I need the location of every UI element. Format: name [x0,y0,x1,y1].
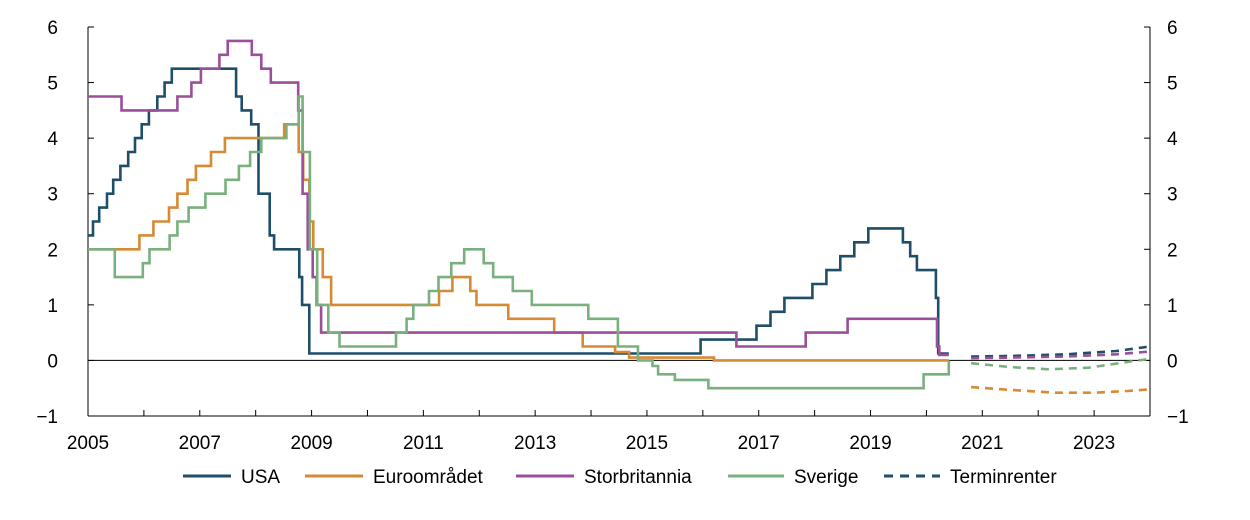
x-tick-label: 2007 [179,433,221,454]
legend-label-usa: USA [241,467,280,488]
x-tick-label: 2005 [67,433,109,454]
y-tick-label-right: 1 [1167,296,1178,317]
axes-layer: −1 −1 0 0 1 1 2 2 3 3 4 4 5 5 6 6 2005 2007 2009 2011 2013 20… [36,18,1188,454]
legend-label-storbritannia: Storbritannia [584,467,692,488]
y-tick-label-left: 6 [47,18,58,39]
series-line-usa [88,67,949,355]
legend-label-terminrenter: Terminrenter [950,467,1057,488]
x-tick-label: 2019 [849,433,891,454]
x-tick-label: 2009 [290,433,332,454]
y-tick-label-left: 0 [47,351,58,372]
forward-rate-line [971,350,1151,360]
x-tick-label: 2011 [403,433,444,454]
x-tick-label: 2015 [626,433,668,454]
y-tick-label-right: 0 [1167,351,1178,372]
x-tick-label: 2023 [1073,433,1115,454]
y-tick-label-left: 5 [47,74,58,95]
y-tick-label-left: 4 [47,129,58,150]
series-line-storbritannia [88,39,949,357]
forward-rate-line [971,345,1151,358]
y-tick-label-left: −1 [36,407,58,428]
forward-rate-line [971,385,1151,394]
forward-rate-line [970,357,1151,371]
y-tick-label-right: 4 [1167,129,1178,150]
series-layer [88,39,1151,394]
legend: USA Euroområdet Storbritannia Sverige Termin… [183,467,1057,488]
y-tick-label-left: 1 [47,296,58,317]
x-tick-label: 2017 [738,433,780,454]
y-tick-label-right: 5 [1167,74,1178,95]
y-tick-label-right: −1 [1167,407,1189,428]
y-tick-label-left: 3 [47,185,58,206]
y-tick-label-left: 2 [47,240,58,261]
legend-label-euroområdet: Euroområdet [373,467,484,488]
legend-label-sverige: Sverige [794,467,858,488]
x-tick-label: 2021 [961,433,1003,454]
x-tick-label: 2013 [514,433,556,454]
y-tick-label-right: 6 [1167,18,1178,39]
y-tick-label-right: 2 [1167,240,1178,261]
y-tick-label-right: 3 [1167,185,1178,206]
series-line-sverige [88,95,951,390]
series-line-euroområdet [88,123,949,362]
